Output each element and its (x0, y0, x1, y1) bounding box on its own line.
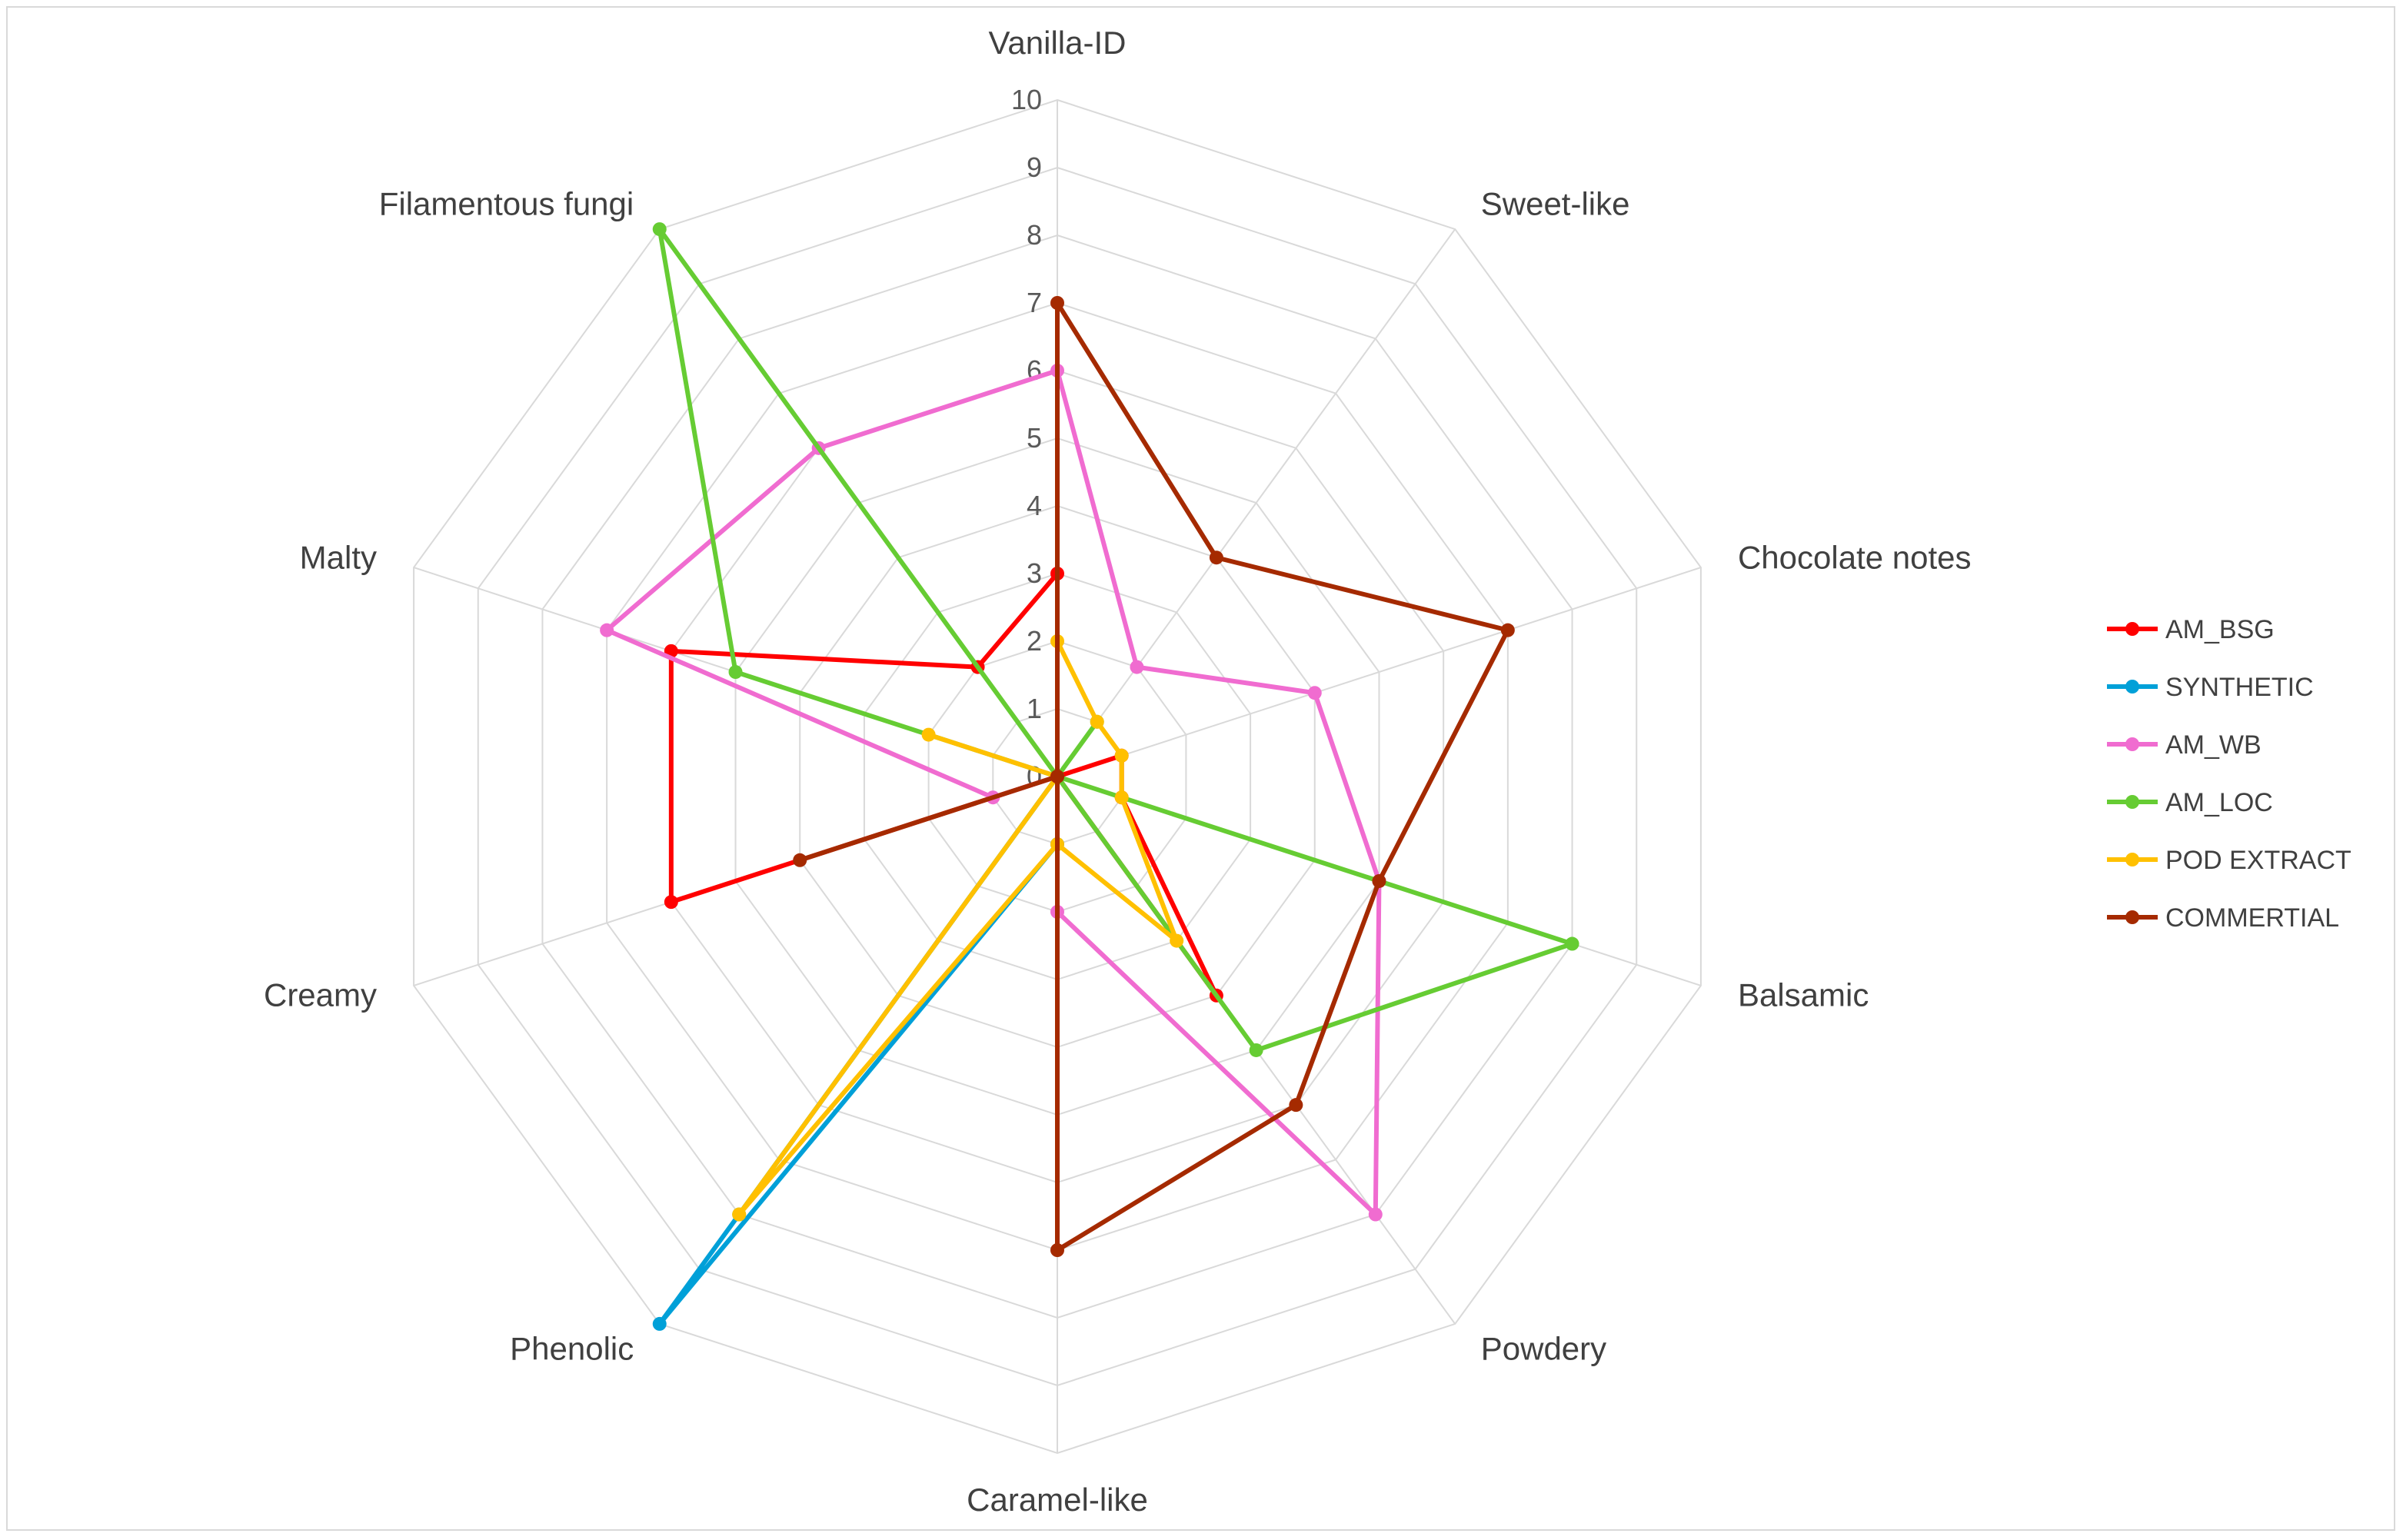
point-synthetic-phenolic (652, 1316, 667, 1331)
series-line-pod-extract (737, 639, 1180, 1217)
legend-label: AM_BSG (2165, 615, 2275, 644)
point-pod-extract-sweet-like (1090, 714, 1104, 729)
axis-label-chocolate-notes: Chocolate notes (1738, 540, 1972, 576)
point-am-loc-powdery (1249, 1043, 1263, 1057)
axis-label-creamy: Creamy (264, 976, 377, 1013)
legend-swatch-marker (2125, 622, 2139, 636)
axis-labels: Vanilla-ID Sweet-like Chocolate notes Balsa… (264, 25, 1972, 1518)
tick-label-10: 10 (1011, 84, 1042, 115)
point-commertial-balsamic (1372, 873, 1386, 888)
point-am-loc-filamentous-fungi (652, 222, 667, 237)
point-commertial-caramel-like (1050, 1243, 1064, 1257)
point-pod-extract-chocolate-notes (1114, 748, 1129, 763)
tick-label-9: 9 (1027, 151, 1042, 183)
tick-label-1: 1 (1027, 693, 1042, 724)
axis-label-caramel-like: Caramel-like (967, 1482, 1148, 1518)
grid-spoke-chocolate-notes (1057, 567, 1702, 777)
axis-label-filamentous-fungi: Filamentous fungi (379, 186, 634, 222)
legend-swatch-marker (2125, 853, 2139, 866)
point-commertial-creamy (793, 853, 807, 867)
series-commertial (793, 296, 1515, 1257)
point-pod-extract-phenolic (732, 1207, 747, 1222)
tick-label-4: 4 (1027, 490, 1042, 521)
legend-label: SYNTHETIC (2165, 673, 2314, 702)
legend-item-synthetic: SYNTHETIC (2107, 673, 2314, 702)
point-am-bsg-creamy (664, 895, 678, 910)
series-am-bsg (664, 567, 1223, 1003)
point-am-wb-sweet-like (1130, 660, 1144, 674)
point-pod-extract-powdery (1170, 933, 1184, 948)
series-lines (600, 222, 1579, 1331)
legend: AM_BSG SYNTHETIC AM_WB AM_LOC POD EXTRACT COM… (2107, 615, 2351, 933)
axis-label-sweet-like: Sweet-like (1481, 186, 1630, 222)
point-am-loc-malty (728, 665, 743, 680)
chart-frame (6, 6, 2395, 1531)
axis-label-malty: Malty (300, 540, 377, 576)
point-commertial-chocolate-notes (1500, 623, 1515, 637)
point-commertial-sweet-like (1209, 550, 1223, 565)
legend-item-pod-extract: POD EXTRACT (2107, 846, 2351, 875)
tick-label-7: 7 (1027, 287, 1042, 318)
point-commertial-powdery (1289, 1098, 1303, 1113)
axis-label-powdery: Powdery (1481, 1330, 1606, 1366)
legend-swatch-marker (2125, 680, 2139, 693)
point-commertial-vanilla-id (1050, 296, 1064, 310)
legend-item-am-loc: AM_LOC (2107, 788, 2273, 817)
legend-label: AM_LOC (2165, 788, 2273, 817)
series-line-commertial (797, 301, 1510, 1252)
tick-label-3: 3 (1027, 557, 1042, 589)
axis-label-vanilla-id: Vanilla-ID (989, 25, 1127, 61)
tick-label-2: 2 (1027, 625, 1042, 657)
point-am-loc-balsamic (1565, 936, 1579, 951)
legend-item-commertial: COMMERTIAL (2107, 903, 2339, 933)
point-pod-extract-balsamic (1114, 790, 1129, 805)
tick-label-5: 5 (1027, 422, 1042, 454)
axis-label-balsamic: Balsamic (1738, 976, 1869, 1013)
legend-label: COMMERTIAL (2165, 903, 2339, 933)
legend-label: POD EXTRACT (2165, 846, 2351, 875)
legend-swatch-marker (2125, 795, 2139, 809)
axis-label-phenolic: Phenolic (510, 1330, 634, 1366)
grid-spoke-sweet-like (1057, 228, 1456, 777)
point-am-wb-powdery (1368, 1207, 1383, 1222)
point-commertial-filamentous-fungi (1050, 770, 1064, 783)
legend-label: AM_WB (2165, 730, 2262, 760)
series-am-loc (652, 222, 1579, 1222)
legend-swatch-marker (2125, 737, 2139, 751)
series-line-am-loc (657, 227, 1575, 1217)
legend-swatch-marker (2125, 910, 2139, 924)
tick-label-8: 8 (1027, 219, 1042, 251)
point-am-wb-malty (600, 623, 614, 637)
legend-item-am-bsg: AM_BSG (2107, 615, 2275, 644)
point-am-wb-chocolate-notes (1307, 686, 1322, 700)
point-pod-extract-malty (921, 727, 936, 742)
series-am-wb (600, 364, 1386, 1222)
legend-item-am-wb: AM_WB (2107, 730, 2262, 760)
